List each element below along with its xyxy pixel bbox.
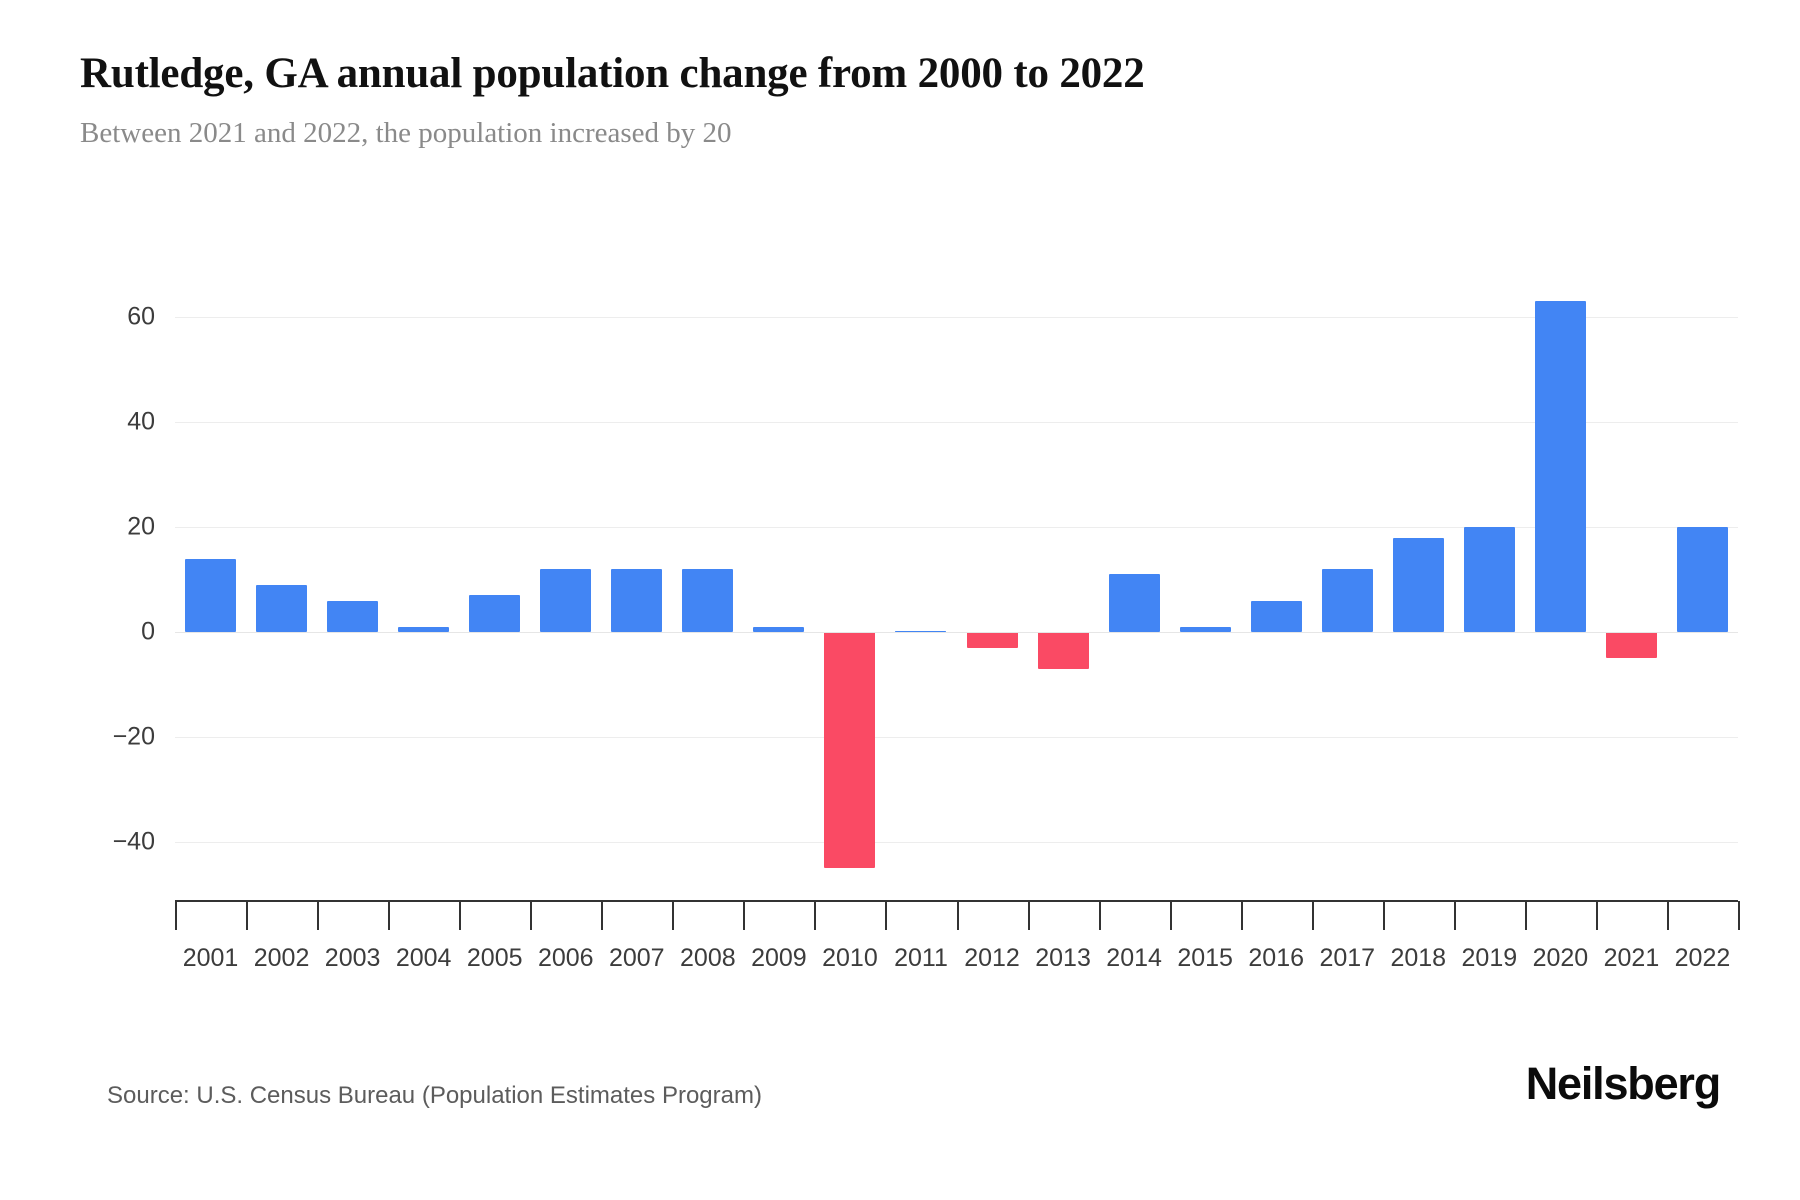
y-axis-tick-label: 40 (127, 407, 155, 436)
x-axis-tick-label: 2004 (395, 944, 452, 972)
bar-2017[interactable] (1321, 569, 1373, 632)
bar-2010[interactable] (824, 632, 876, 869)
x-axis-tick-label: 2021 (1603, 944, 1660, 972)
x-axis-tick-label: 2010 (822, 944, 878, 972)
gridline (175, 317, 1738, 318)
bar-2022[interactable] (1676, 527, 1728, 632)
bar-2021[interactable] (1605, 632, 1657, 659)
gridline (175, 737, 1738, 738)
x-axis-tick (1738, 901, 1740, 930)
x-axis-tick (1169, 901, 1172, 930)
x-axis-tick (388, 901, 391, 930)
x-axis-tick-label: 2009 (751, 944, 807, 972)
x-axis-tick (1453, 901, 1456, 930)
bar-2012[interactable] (966, 632, 1018, 648)
bar-2014[interactable] (1108, 574, 1160, 632)
x-axis-tick (885, 901, 888, 930)
gridline (175, 422, 1738, 423)
x-axis-tick (175, 901, 177, 930)
x-axis-tick (317, 901, 320, 930)
x-axis-tick-label: 2020 (1532, 944, 1589, 972)
x-axis-tick (1595, 901, 1598, 930)
source-note: Source: U.S. Census Bureau (Population E… (107, 1082, 762, 1109)
chart-subtitle: Between 2021 and 2022, the population in… (80, 117, 732, 149)
x-axis-tick-label: 2012 (964, 944, 1020, 972)
bar-2007[interactable] (611, 569, 663, 632)
x-axis-tick-label: 2014 (1106, 944, 1162, 972)
x-axis-tick (672, 901, 675, 930)
bar-2005[interactable] (469, 595, 521, 632)
bar-2002[interactable] (256, 584, 308, 632)
chart-header: Rutledge, GA annual population change fr… (80, 48, 1720, 152)
y-axis-tick-label: 20 (127, 512, 155, 541)
bar-2009[interactable] (753, 626, 805, 632)
gridline (175, 842, 1738, 843)
bar-2020[interactable] (1534, 301, 1586, 632)
x-axis-tick (246, 901, 249, 930)
y-axis-tick-label: 60 (127, 302, 155, 331)
bar-2019[interactable] (1463, 527, 1515, 632)
x-axis-tick-label: 2019 (1461, 944, 1518, 972)
x-axis-tick-label: 2005 (466, 944, 523, 972)
x-axis-tick-label: 2003 (324, 944, 381, 972)
page-title: Rutledge, GA annual population change fr… (80, 50, 1145, 97)
bar-2016[interactable] (1250, 600, 1302, 632)
bar-2015[interactable] (1179, 626, 1231, 632)
x-axis-tick (459, 901, 462, 930)
y-axis-tick-label: −40 (112, 827, 155, 856)
x-axis-tick-label: 2006 (537, 944, 594, 972)
x-axis-tick (601, 901, 604, 930)
x-axis-tick-label: 2022 (1674, 944, 1731, 972)
x-axis-tick (814, 901, 817, 930)
y-axis-tick-label: 0 (141, 617, 155, 646)
bar-2011[interactable] (895, 631, 947, 632)
x-axis-tick-label: 2016 (1248, 944, 1305, 972)
x-axis-tick-label: 2015 (1177, 944, 1233, 972)
x-axis-tick-label: 2013 (1035, 944, 1091, 972)
x-axis-tick-label: 2018 (1390, 944, 1447, 972)
x-axis-tick-label: 2001 (182, 944, 239, 972)
x-axis-tick (1666, 901, 1669, 930)
x-axis-tick (1027, 901, 1030, 930)
y-axis-tick-label: −20 (112, 722, 155, 751)
bar-2004[interactable] (398, 626, 450, 632)
x-axis-tick (1382, 901, 1385, 930)
x-axis-tick-label: 2008 (680, 944, 736, 972)
bar-2018[interactable] (1392, 537, 1444, 632)
x-axis-tick (530, 901, 533, 930)
x-axis-tick (1240, 901, 1243, 930)
bar-2001[interactable] (185, 558, 237, 632)
bar-2013[interactable] (1037, 632, 1089, 669)
x-axis-tick-label: 2007 (608, 944, 665, 972)
x-axis-tick (1524, 901, 1527, 930)
brand-logo: Neilsberg (1525, 1058, 1721, 1109)
x-axis-tick-label: 2017 (1319, 944, 1376, 972)
x-axis-tick (956, 901, 959, 930)
x-axis-tick-label: 2011 (894, 944, 948, 972)
bar-2008[interactable] (682, 569, 734, 632)
x-axis-tick (743, 901, 746, 930)
x-axis-tick-label: 2002 (253, 944, 310, 972)
bar-2003[interactable] (327, 600, 379, 632)
x-axis-tick (1311, 901, 1314, 930)
gridline (175, 527, 1738, 528)
zero-baseline (175, 632, 1738, 633)
x-axis-tick (1098, 901, 1101, 930)
bar-2006[interactable] (540, 569, 592, 632)
